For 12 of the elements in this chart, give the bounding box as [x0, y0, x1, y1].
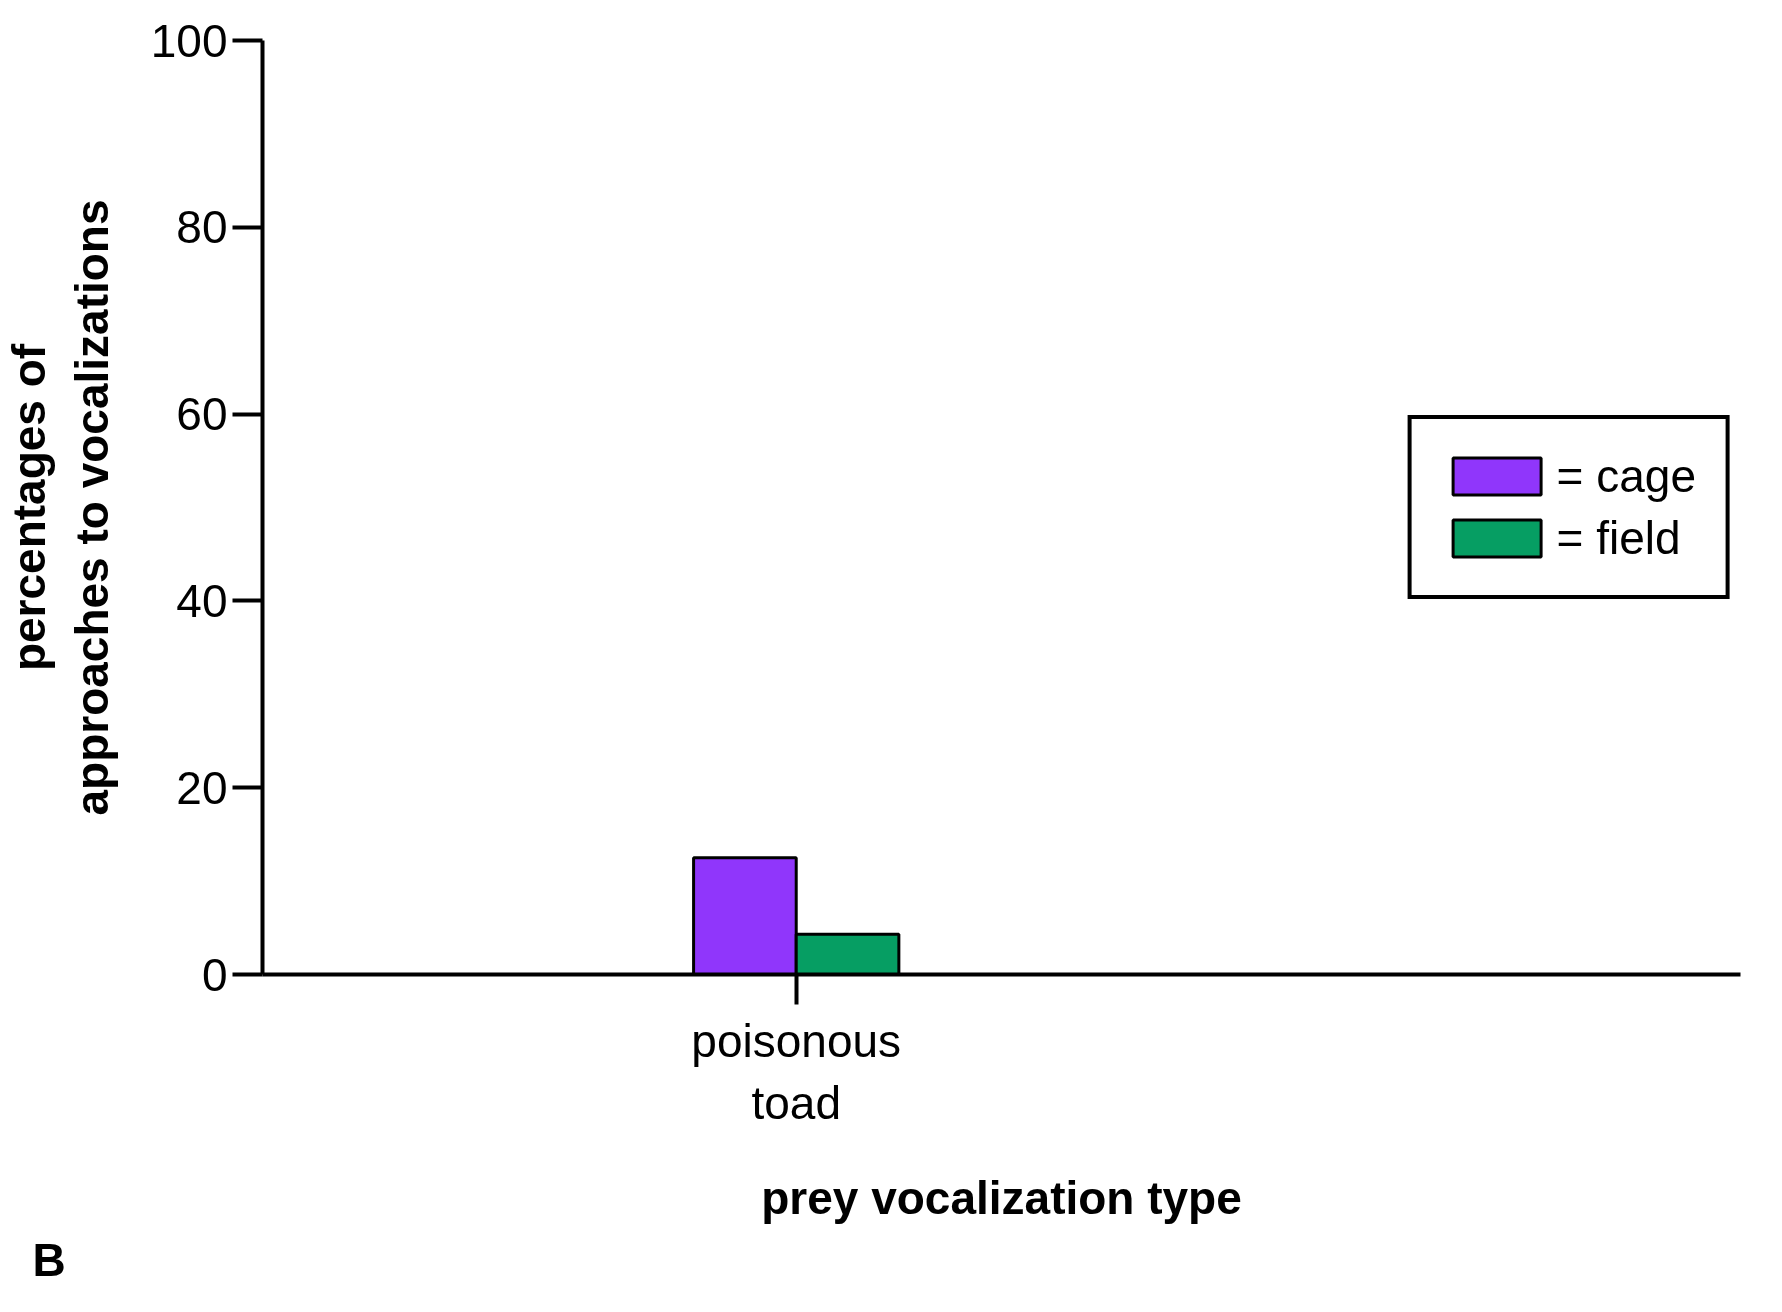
legend-label: = field: [1556, 511, 1681, 565]
text: B: [32, 1233, 66, 1286]
y-tick-label: 0: [201, 948, 228, 1001]
legend-label: = cage: [1556, 449, 1696, 503]
y-tick-label: 20: [176, 761, 228, 814]
y-tick-label: 40: [176, 574, 228, 627]
y-tick-label: 60: [176, 388, 228, 441]
x-tick-label: poisonous toad: [691, 1014, 902, 1129]
x-axis-title: prey vocalization type: [761, 1171, 1242, 1224]
y-tick-label: 80: [176, 201, 228, 254]
y-axis-title: percentages of approaches to vocalizations: [3, 199, 118, 816]
y-tick-label: 100: [150, 14, 228, 67]
